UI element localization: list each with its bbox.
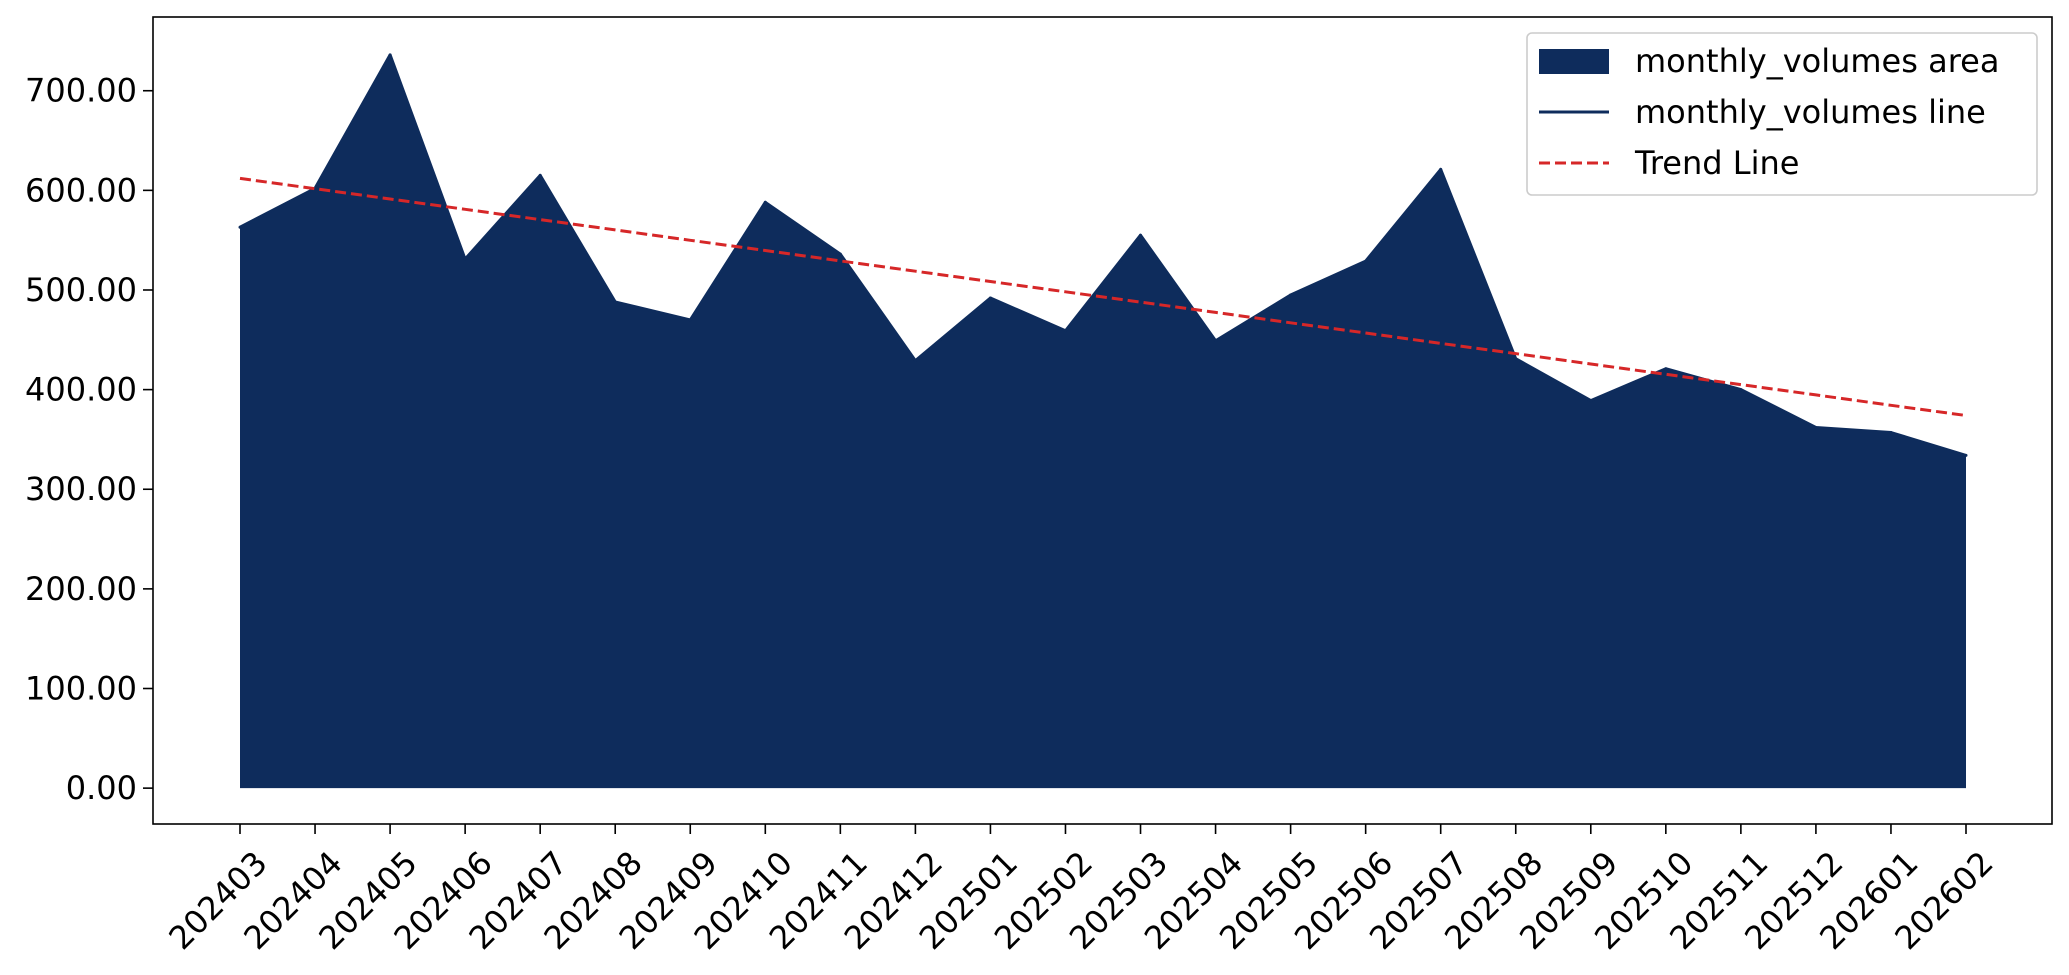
data-point xyxy=(913,359,917,363)
data-point xyxy=(1739,388,1743,392)
data-point xyxy=(1214,339,1218,343)
data-point xyxy=(1589,399,1593,403)
y-tick-label: 0.00 xyxy=(66,769,137,807)
trend-line xyxy=(239,176,1967,417)
data-point xyxy=(688,318,692,322)
data-point xyxy=(763,200,767,204)
legend-label: Trend Line xyxy=(1634,144,1799,182)
y-tick-label: 200.00 xyxy=(25,570,137,608)
legend-box xyxy=(1526,32,2038,196)
y-tick-label: 400.00 xyxy=(25,371,137,409)
data-point xyxy=(388,53,392,57)
data-point xyxy=(1514,357,1518,361)
data-point xyxy=(613,300,617,304)
data-point xyxy=(838,252,842,256)
data-point xyxy=(538,173,542,177)
y-axis: 0.00 100.00 200.00 300.00 400.00 500.00 600.00… xyxy=(25,72,153,807)
data-point xyxy=(1364,259,1368,263)
axes-frame xyxy=(152,16,2053,825)
series-line xyxy=(239,53,1967,457)
data-point xyxy=(988,296,992,300)
y-tick-label: 500.00 xyxy=(25,271,137,309)
data-point xyxy=(1139,233,1142,237)
legend: monthly_volumes area monthly_volumes line… xyxy=(1526,32,2038,196)
legend-label: monthly_volumes area xyxy=(1635,42,1999,80)
data-point xyxy=(1964,453,1968,457)
data-point xyxy=(1289,293,1293,297)
series-area xyxy=(240,54,1966,789)
data-point xyxy=(1814,426,1818,429)
legend-label: monthly_volumes line xyxy=(1635,93,1986,131)
data-point xyxy=(1064,329,1067,333)
data-point xyxy=(1889,431,1893,434)
legend-swatch-area xyxy=(1539,49,1609,74)
y-tick-label: 700.00 xyxy=(25,72,137,110)
y-tick-label: 600.00 xyxy=(25,171,137,209)
data-point xyxy=(463,257,467,261)
data-point xyxy=(238,225,242,229)
y-tick-label: 100.00 xyxy=(25,670,137,708)
y-tick-label: 300.00 xyxy=(25,470,137,508)
data-point xyxy=(1439,167,1443,171)
plot-area xyxy=(238,53,1968,789)
data-point xyxy=(1664,367,1668,371)
